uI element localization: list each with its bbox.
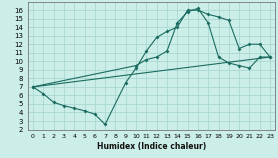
X-axis label: Humidex (Indice chaleur): Humidex (Indice chaleur): [97, 142, 206, 151]
